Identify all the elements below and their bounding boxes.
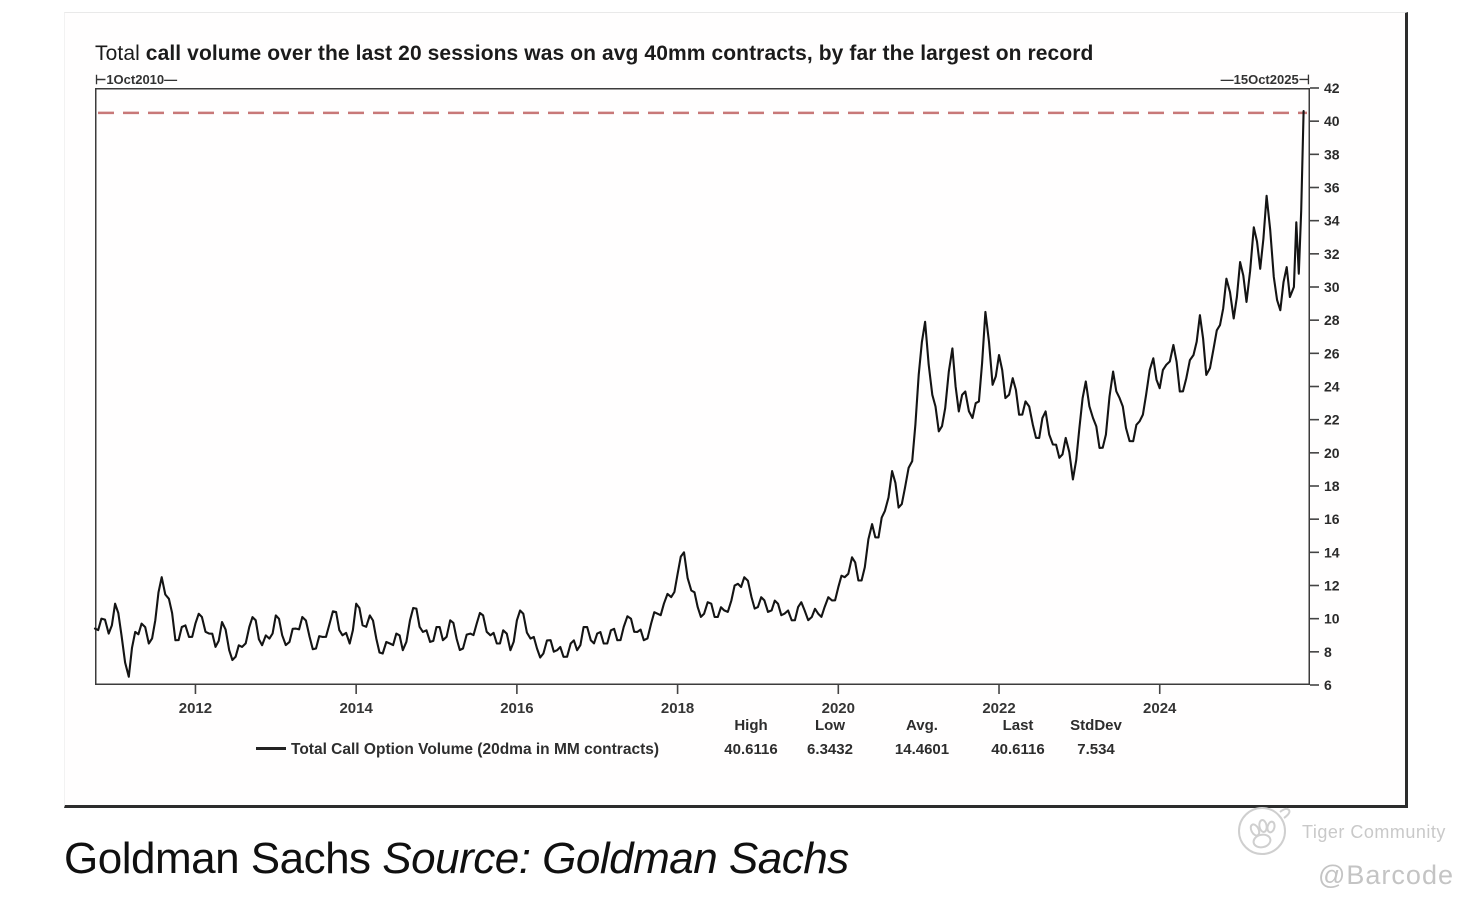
range-end-label: —15Oct2025⊣ [1220,72,1310,87]
plot-border [95,88,1310,685]
tiger-community-logo-icon [1238,807,1291,855]
y-tick-label: 10 [1324,611,1340,627]
stat-value-last: 40.6116 [991,741,1045,758]
watermark-community: Tiger Community [1302,822,1446,842]
source-caption: Goldman Sachs Source: Goldman Sachs [64,834,849,884]
y-tick-label: 8 [1324,644,1332,660]
y-tick-label: 32 [1324,246,1340,262]
stat-header-stddev: StdDev [1070,717,1122,734]
y-tick-label: 16 [1324,511,1340,527]
chart-title: Total call volume over the last 20 sessi… [95,42,1093,66]
y-tick-label: 34 [1324,213,1340,229]
chart-panel [64,12,1408,808]
x-tick-label: 2022 [982,700,1015,717]
call-volume-line-chart: 6810121416182022242628303234363840422012… [93,80,1340,717]
stat-header-low: Low [815,717,845,734]
y-tick-label: 42 [1324,80,1340,96]
x-tick-label: 2012 [179,700,212,717]
y-tick-label: 20 [1324,445,1340,461]
y-tick-label: 14 [1324,544,1340,560]
y-tick-label: 28 [1324,312,1340,328]
y-tick-label: 6 [1324,677,1332,693]
stat-value-high: 40.6116 [724,741,778,758]
x-tick-label: 2018 [661,700,694,717]
y-tick-label: 18 [1324,478,1340,494]
stat-value-low: 6.3432 [807,741,853,758]
y-tick-label: 36 [1324,180,1340,196]
watermark-handle: @Barcode [1318,860,1454,890]
chart-title-emphasis: call volume over the last 20 sessions wa… [145,42,1094,65]
y-tick-label: 12 [1324,578,1340,594]
x-tick-label: 2014 [339,700,373,717]
y-tick-label: 38 [1324,146,1340,162]
y-tick-label: 22 [1324,412,1340,428]
legend-label: Total Call Option Volume (20dma in MM co… [291,741,660,758]
stat-header-avg: Avg. [906,717,938,734]
stat-header-high: High [734,717,768,734]
legend: Total Call Option Volume (20dma in MM co… [256,741,659,759]
y-tick-label: 26 [1324,345,1340,361]
x-tick-label: 2016 [500,700,533,717]
source-name: Goldman Sachs [64,834,371,883]
source-label: Source: Goldman Sachs [382,834,849,883]
x-tick-label: 2020 [822,700,855,717]
chart-title-prefix: Total [95,42,146,65]
stat-value-avg: 14.4601 [894,741,950,758]
x-tick-label: 2024 [1143,700,1177,717]
y-tick-label: 24 [1324,379,1340,395]
y-tick-label: 40 [1324,113,1340,129]
stat-header-last: Last [1002,717,1034,734]
call-volume-series-line [93,110,1305,678]
y-tick-label: 30 [1324,279,1340,295]
stat-value-stddev: 7.534 [1077,741,1115,758]
date-range-row: ⊢1Oct2010— —15Oct2025⊣ [95,72,1310,88]
range-start-label: ⊢1Oct2010— [95,72,178,87]
legend-line-swatch [256,747,286,750]
